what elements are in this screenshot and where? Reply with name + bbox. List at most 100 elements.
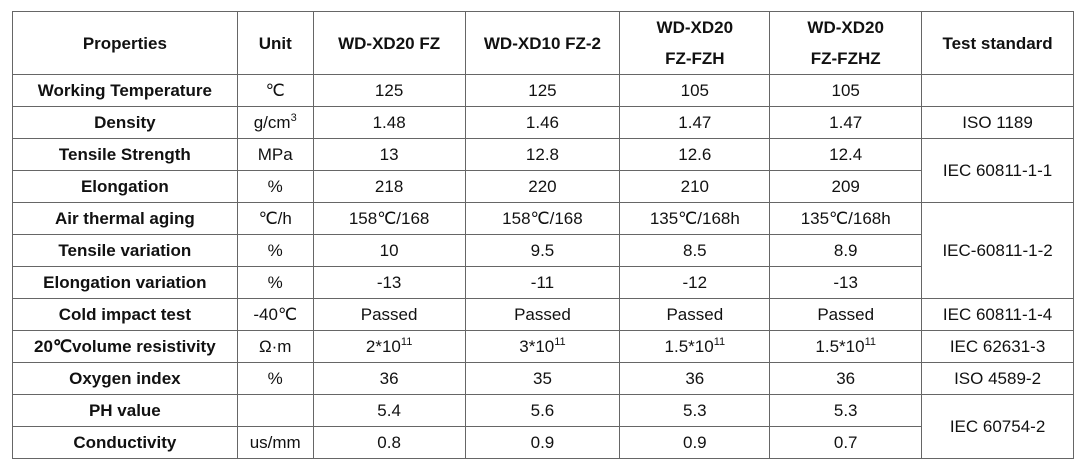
header-cell: WD-XD20 FZ-FZH xyxy=(619,11,771,75)
cell-text: Air thermal aging xyxy=(54,208,195,228)
value-cell: 13 xyxy=(312,138,466,171)
cell-text: PH value xyxy=(88,400,161,420)
table-row: Density g/cm3 1.48 1.46 1.47 1.47 ISO 1189 xyxy=(12,106,1074,139)
cell-text: Elongation xyxy=(80,176,169,196)
cell-text: 10 xyxy=(379,240,399,260)
cell-text: 36 xyxy=(685,368,705,388)
cell-text: 209 xyxy=(831,176,860,196)
cell-text: 36 xyxy=(379,368,399,388)
cell-text: % xyxy=(267,368,283,388)
cell-text: 125 xyxy=(528,80,557,100)
value-cell: 210 xyxy=(619,170,771,203)
cell-text: 13 xyxy=(379,144,399,164)
cell-text: Cold impact test xyxy=(58,304,191,324)
cell-text: % xyxy=(267,272,283,292)
cell-text: 12.4 xyxy=(829,144,863,164)
value-cell: 35 xyxy=(464,362,621,395)
properties-table: Properties Unit WD-XD20 FZ WD-XD10 FZ-2 WD-X… xyxy=(12,11,1074,459)
superscript: 11 xyxy=(554,335,566,348)
cell-text: Passed xyxy=(666,304,724,324)
value-cell: 5.3 xyxy=(619,394,771,427)
value-cell: 0.8 xyxy=(312,426,466,459)
property-cell: Working Temperature xyxy=(12,74,238,107)
value-cell: Passed xyxy=(464,298,621,331)
value-cell: 105 xyxy=(619,74,771,107)
value-cell: % xyxy=(236,362,314,395)
value-cell: 135℃/168h xyxy=(769,202,923,235)
value-cell: 36 xyxy=(312,362,466,395)
table-body: Working Temperature ℃ 125 125 105 105 Density g… xyxy=(12,74,1074,459)
value-cell: 2*1011 xyxy=(312,330,466,363)
table-row: 20℃volume resistivity Ω·m 2*1011 3*1011 1.5*… xyxy=(12,330,1074,363)
cell-text: 210 xyxy=(680,176,709,196)
value-cell: 0.9 xyxy=(619,426,771,459)
cell-text: Ω·m xyxy=(258,336,292,356)
value-cell: 0.9 xyxy=(464,426,621,459)
cell-text: 2*10 xyxy=(365,336,401,356)
header-text: WD-XD20 FZ xyxy=(338,33,441,53)
value-cell: 1.5*1011 xyxy=(769,330,923,363)
cell-text: IEC-60811-1-2 xyxy=(942,240,1053,260)
cell-text: 3*10 xyxy=(519,336,555,356)
cell-text: 0.7 xyxy=(833,432,858,452)
cell-text: Elongation variation xyxy=(43,272,207,292)
header-text: WD-XD20 xyxy=(807,18,884,37)
property-cell: Tensile Strength xyxy=(12,138,238,171)
cell-text: 0.9 xyxy=(530,432,555,452)
cell-text: ISO 1189 xyxy=(962,112,1033,132)
cell-text: % xyxy=(267,176,283,196)
cell-text: 158℃/168 xyxy=(348,208,430,228)
value-cell: % xyxy=(236,266,314,299)
standard-cell xyxy=(921,74,1074,107)
cell-text: 8.9 xyxy=(833,240,858,260)
cell-text: 1.47 xyxy=(678,112,712,132)
cell-text: 1.47 xyxy=(829,112,863,132)
cell-text: 135℃/168h xyxy=(649,208,740,228)
standard-cell: IEC 60811-1-1 xyxy=(921,138,1074,203)
cell-text: 218 xyxy=(374,176,404,196)
value-cell: 135℃/168h xyxy=(619,202,771,235)
value-cell: 12.4 xyxy=(769,138,923,171)
value-cell: us/mm xyxy=(236,426,314,459)
value-cell: -12 xyxy=(619,266,771,299)
header-cell: WD-XD20 FZ xyxy=(312,11,466,75)
value-cell: 1.47 xyxy=(769,106,923,139)
value-cell: 220 xyxy=(464,170,621,203)
cell-text: 220 xyxy=(528,176,557,196)
cell-text: 105 xyxy=(831,80,860,100)
value-cell: 158℃/168 xyxy=(464,202,621,235)
cell-text: 1.5*10 xyxy=(664,336,714,356)
value-cell: 5.3 xyxy=(769,394,923,427)
value-cell: 3*1011 xyxy=(464,330,621,363)
value-cell: g/cm3 xyxy=(236,106,314,139)
cell-text: 105 xyxy=(680,80,709,100)
value-cell: 12.8 xyxy=(464,138,621,171)
cell-text: -12 xyxy=(682,272,708,292)
cell-text: 5.6 xyxy=(530,400,555,420)
value-cell: % xyxy=(236,170,314,203)
cell-text: -13 xyxy=(376,272,402,292)
cell-text: 1.48 xyxy=(372,112,406,132)
value-cell: Passed xyxy=(769,298,923,331)
header-text: Test standard xyxy=(942,33,1053,53)
cell-text: -13 xyxy=(833,272,858,292)
superscript: 11 xyxy=(713,335,726,348)
header-cell: Test standard xyxy=(921,11,1074,75)
value-cell: 1.48 xyxy=(312,106,466,139)
cell-text: 5.3 xyxy=(833,400,858,420)
property-cell: Elongation variation xyxy=(12,266,238,299)
table-row: Elongation variation% -13 -11 -12 -13 xyxy=(12,266,1074,299)
value-cell: ℃/h xyxy=(236,202,314,235)
header-text: FZ-FZH xyxy=(665,49,725,68)
property-cell: Air thermal aging xyxy=(12,202,238,235)
value-cell: 1.47 xyxy=(619,106,771,139)
cell-text: 9.5 xyxy=(530,240,555,260)
property-cell: Cold impact test xyxy=(12,298,238,331)
standard-cell: ISO 1189 xyxy=(921,106,1074,139)
cell-text: Conductivity xyxy=(73,432,177,452)
header-text: Properties xyxy=(82,33,167,53)
cell-text: 8.5 xyxy=(682,240,707,260)
cell-text: IEC 60811-1-1 xyxy=(942,160,1053,180)
property-cell: 20℃volume resistivity xyxy=(12,330,238,363)
